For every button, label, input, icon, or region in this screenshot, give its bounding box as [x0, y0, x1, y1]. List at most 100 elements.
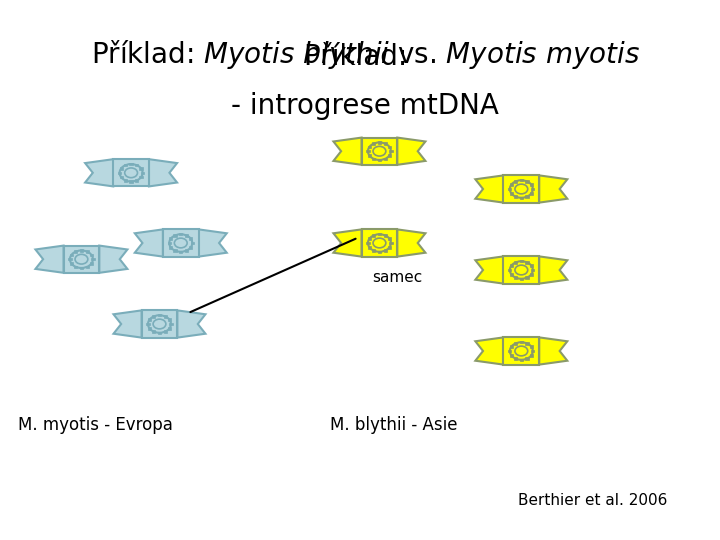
- Circle shape: [515, 346, 528, 356]
- Polygon shape: [99, 246, 127, 273]
- FancyBboxPatch shape: [68, 258, 71, 260]
- FancyBboxPatch shape: [179, 233, 182, 235]
- FancyBboxPatch shape: [113, 159, 149, 186]
- FancyBboxPatch shape: [80, 267, 83, 269]
- Circle shape: [174, 238, 187, 248]
- FancyBboxPatch shape: [189, 238, 192, 240]
- FancyBboxPatch shape: [366, 242, 369, 244]
- FancyBboxPatch shape: [530, 265, 533, 267]
- FancyBboxPatch shape: [148, 319, 151, 321]
- FancyBboxPatch shape: [152, 330, 156, 333]
- FancyBboxPatch shape: [63, 246, 99, 273]
- FancyBboxPatch shape: [90, 254, 93, 256]
- FancyBboxPatch shape: [142, 310, 177, 338]
- Circle shape: [125, 168, 138, 178]
- FancyBboxPatch shape: [510, 354, 513, 356]
- Polygon shape: [397, 138, 426, 165]
- FancyBboxPatch shape: [514, 357, 517, 360]
- FancyBboxPatch shape: [141, 172, 144, 174]
- FancyBboxPatch shape: [86, 266, 89, 268]
- FancyBboxPatch shape: [378, 159, 381, 161]
- FancyBboxPatch shape: [514, 180, 517, 183]
- FancyBboxPatch shape: [510, 346, 513, 348]
- FancyBboxPatch shape: [372, 234, 375, 237]
- FancyBboxPatch shape: [146, 323, 150, 325]
- Polygon shape: [475, 176, 503, 202]
- FancyBboxPatch shape: [526, 180, 528, 183]
- FancyBboxPatch shape: [530, 346, 533, 348]
- FancyBboxPatch shape: [378, 141, 381, 144]
- Text: M. myotis - Evropa: M. myotis - Evropa: [18, 416, 173, 434]
- FancyBboxPatch shape: [388, 246, 391, 248]
- FancyBboxPatch shape: [372, 143, 375, 145]
- Polygon shape: [397, 230, 426, 256]
- FancyBboxPatch shape: [168, 242, 171, 244]
- FancyBboxPatch shape: [185, 249, 188, 252]
- Polygon shape: [333, 230, 361, 256]
- FancyBboxPatch shape: [520, 359, 523, 361]
- FancyBboxPatch shape: [503, 338, 539, 364]
- FancyBboxPatch shape: [135, 179, 138, 181]
- FancyBboxPatch shape: [530, 184, 533, 186]
- FancyBboxPatch shape: [503, 176, 539, 202]
- Polygon shape: [177, 310, 205, 338]
- Text: Berthier et al. 2006: Berthier et al. 2006: [518, 492, 667, 508]
- FancyBboxPatch shape: [384, 234, 387, 237]
- FancyBboxPatch shape: [80, 249, 83, 252]
- FancyBboxPatch shape: [135, 164, 138, 166]
- FancyBboxPatch shape: [168, 327, 171, 329]
- Circle shape: [75, 254, 88, 264]
- FancyBboxPatch shape: [388, 238, 391, 240]
- FancyBboxPatch shape: [70, 262, 73, 265]
- Circle shape: [153, 319, 166, 329]
- FancyBboxPatch shape: [530, 273, 533, 275]
- FancyBboxPatch shape: [361, 138, 397, 165]
- FancyBboxPatch shape: [510, 273, 513, 275]
- FancyBboxPatch shape: [388, 154, 391, 157]
- FancyBboxPatch shape: [163, 330, 167, 333]
- Polygon shape: [333, 138, 361, 165]
- FancyBboxPatch shape: [503, 256, 539, 284]
- FancyBboxPatch shape: [531, 350, 534, 352]
- FancyBboxPatch shape: [372, 158, 375, 160]
- FancyBboxPatch shape: [124, 179, 127, 181]
- FancyBboxPatch shape: [510, 265, 513, 267]
- FancyBboxPatch shape: [526, 195, 528, 198]
- Text: - introgrese mtDNA: - introgrese mtDNA: [231, 92, 499, 120]
- FancyBboxPatch shape: [530, 354, 533, 356]
- FancyBboxPatch shape: [510, 192, 513, 194]
- FancyBboxPatch shape: [179, 251, 182, 253]
- Circle shape: [515, 265, 528, 275]
- Text: M. blythii - Asie: M. blythii - Asie: [330, 416, 457, 434]
- FancyBboxPatch shape: [74, 266, 77, 268]
- FancyBboxPatch shape: [514, 342, 517, 345]
- FancyBboxPatch shape: [163, 315, 167, 318]
- Polygon shape: [539, 338, 567, 364]
- FancyBboxPatch shape: [526, 342, 528, 345]
- Polygon shape: [149, 159, 177, 186]
- FancyBboxPatch shape: [526, 261, 528, 264]
- FancyBboxPatch shape: [531, 269, 534, 271]
- FancyBboxPatch shape: [514, 261, 517, 264]
- FancyBboxPatch shape: [168, 319, 171, 321]
- FancyBboxPatch shape: [368, 238, 371, 240]
- FancyBboxPatch shape: [118, 172, 121, 174]
- FancyBboxPatch shape: [74, 251, 77, 253]
- FancyBboxPatch shape: [520, 278, 523, 280]
- FancyBboxPatch shape: [152, 315, 156, 318]
- FancyBboxPatch shape: [91, 258, 94, 260]
- Text: Příklad: $\it{Myotis\ blythii}$ vs. $\it{Myotis\ myotis}$: Příklad: $\it{Myotis\ blythii}$ vs. $\it…: [91, 38, 640, 71]
- FancyBboxPatch shape: [384, 143, 387, 145]
- Circle shape: [515, 184, 528, 194]
- FancyBboxPatch shape: [148, 327, 151, 329]
- FancyBboxPatch shape: [514, 195, 517, 198]
- FancyBboxPatch shape: [530, 192, 533, 194]
- Polygon shape: [475, 256, 503, 284]
- FancyBboxPatch shape: [520, 179, 523, 181]
- FancyBboxPatch shape: [366, 150, 369, 152]
- FancyBboxPatch shape: [163, 230, 199, 256]
- FancyBboxPatch shape: [508, 350, 511, 352]
- FancyBboxPatch shape: [514, 276, 517, 279]
- Polygon shape: [539, 256, 567, 284]
- FancyBboxPatch shape: [384, 249, 387, 252]
